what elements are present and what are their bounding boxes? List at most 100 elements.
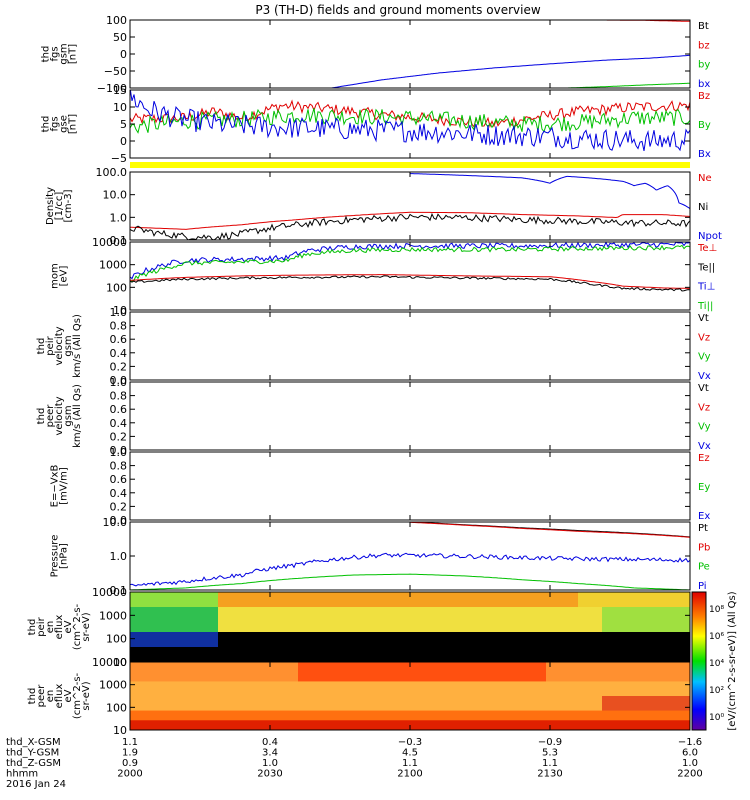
legend-Vt: Vt — [698, 313, 709, 324]
y-axis-label: Density — [45, 187, 56, 225]
legend-Npot: Npot — [698, 231, 722, 242]
colorbar-tick-label: 10⁴ — [709, 659, 724, 669]
y-axis-label: eflux — [54, 615, 65, 640]
panel-pressure: 10.0 1.0 0.1 Pressure[nPa] Pt Pb Pe Pi — [50, 516, 711, 597]
y-axis-label: gsm — [63, 335, 74, 356]
series-Ti|| — [130, 244, 690, 283]
y-axis-label: peir — [36, 616, 47, 636]
x-row-value: 1.9 — [122, 748, 138, 759]
spectrogram-peer_spec — [130, 662, 690, 730]
y-axis-label: eV — [63, 620, 74, 633]
y-axis-label: gse — [59, 115, 70, 133]
y-axis-label: [nT] — [68, 114, 79, 134]
y-tick-label: 0.1 — [110, 584, 128, 597]
legend-Te⊥: Te⊥ — [697, 243, 717, 254]
y-axis-label: sr-eV) — [81, 612, 92, 641]
y-axis-label: thd — [27, 688, 38, 705]
panel-peir_vel: 1.00.80.60.40.20.0thdpeirvelocitygsmkm/s… — [36, 306, 711, 387]
legend-Ne: Ne — [698, 173, 712, 184]
y-axis-label: km/s (All Qs) — [72, 314, 83, 378]
y-axis-label: [cm-3] — [63, 189, 74, 222]
panel-peir_spec: 10000 1000 100 10 thdpeirenefluxeV(cm^2-s-sr… — [27, 586, 691, 669]
orbit-bar — [130, 162, 690, 168]
y-axis-label: E=−VxB — [50, 465, 61, 508]
x-row-value: 2200 — [677, 769, 702, 780]
legend-By: By — [698, 120, 711, 131]
legend-Bx: Bx — [698, 149, 711, 160]
spectrogram-peir_spec — [130, 592, 690, 662]
y-tick-label: 10000 — [92, 236, 127, 249]
x-row-value: 4.5 — [402, 748, 418, 759]
y-axis-label: peer — [36, 684, 47, 708]
x-row-value: 1.1 — [402, 758, 418, 769]
y-axis-label: peer — [45, 404, 56, 428]
y-tick-label: 0.0 — [110, 374, 128, 387]
y-axis-label: thd — [36, 338, 47, 355]
y-axis-label: peir — [45, 335, 56, 355]
legend-Vz: Vz — [698, 402, 710, 413]
series-Pe — [130, 573, 690, 590]
legend-Pt: Pt — [698, 523, 708, 534]
y-axis-label: [1/cc] — [54, 192, 65, 221]
panel-frame — [129, 19, 691, 89]
y-tick-label: −50 — [104, 65, 127, 78]
series-by — [566, 82, 690, 88]
y-tick-label: 0.2 — [110, 500, 128, 513]
y-tick-label: 0 — [120, 48, 127, 61]
y-axis-label: Pressure — [50, 535, 61, 578]
y-tick-label: 0.8 — [110, 390, 128, 403]
x-row-label: thd_Z-GSM — [6, 758, 61, 769]
y-tick-label: −100 — [97, 82, 127, 95]
panel-frame — [129, 171, 691, 241]
x-row-value: 1.0 — [262, 758, 278, 769]
y-tick-label: 0.6 — [110, 333, 128, 346]
series-Te|| — [130, 275, 690, 292]
figure-title: P3 (TH-D) fields and ground moments over… — [255, 3, 540, 17]
x-row-value: 6.0 — [682, 748, 698, 759]
series-Bz — [130, 99, 690, 129]
x-row-value: −0.3 — [398, 737, 422, 748]
panel-peer_vel: 1.00.80.60.40.20.0thdpeervelocitygsmkm/s… — [36, 376, 711, 457]
y-axis-label: (cm^2-s- — [72, 672, 83, 719]
y-tick-label: 0.8 — [110, 320, 128, 333]
x-axis-labels: thd_X-GSM 1.1 0.4 −0.3 −0.9 −1.6 thd_Y-GSM 1.9 3… — [6, 737, 703, 790]
y-tick-label: 1.0 — [110, 376, 128, 389]
y-axis-label: velocity — [54, 396, 65, 435]
legend-Vy: Vy — [698, 422, 711, 433]
panel-frame — [129, 311, 691, 381]
y-axis-label: thd — [41, 116, 52, 133]
series-Bx — [130, 90, 690, 152]
panel-frame — [129, 381, 691, 451]
y-tick-label: 1000 — [99, 679, 127, 692]
colorbar-tick-label: 10⁶ — [709, 632, 724, 642]
y-axis-label: gsm — [63, 405, 74, 426]
y-tick-label: 1000 — [99, 609, 127, 622]
colorbar-tick-label: 10⁰ — [709, 713, 724, 723]
x-row-value: 3.4 — [262, 748, 278, 759]
y-axis-label: [mV/m] — [59, 467, 70, 505]
legend-Vx: Vx — [698, 371, 711, 382]
y-axis-label: gsm — [59, 43, 70, 64]
y-axis-label: fgs — [50, 46, 61, 61]
y-axis-label: [nT] — [68, 44, 79, 64]
y-tick-label: 100 — [106, 701, 127, 714]
y-tick-label: 100 — [106, 14, 127, 27]
y-tick-label: 10 — [113, 101, 127, 114]
x-row-value: 1.1 — [542, 758, 558, 769]
y-tick-label: 100 — [106, 281, 127, 294]
y-axis-label: mom — [50, 263, 61, 289]
legend-Ni: Ni — [698, 202, 708, 213]
legend-Vt: Vt — [698, 383, 709, 394]
y-tick-label: 100.0 — [96, 166, 128, 179]
legend-Ti||: Ti|| — [697, 301, 713, 312]
colorbar-tick-label: 10² — [709, 686, 724, 696]
x-row-label: thd_X-GSM — [6, 737, 61, 748]
y-tick-label: 0.4 — [110, 347, 128, 360]
legend-Ti⊥: Ti⊥ — [697, 282, 715, 293]
series-By — [130, 108, 690, 134]
x-date-label: 2016 Jan 24 — [6, 779, 66, 790]
x-row-value: 2030 — [257, 769, 282, 780]
y-tick-label: 100 — [106, 633, 127, 646]
y-tick-label: 10000 — [92, 586, 127, 599]
